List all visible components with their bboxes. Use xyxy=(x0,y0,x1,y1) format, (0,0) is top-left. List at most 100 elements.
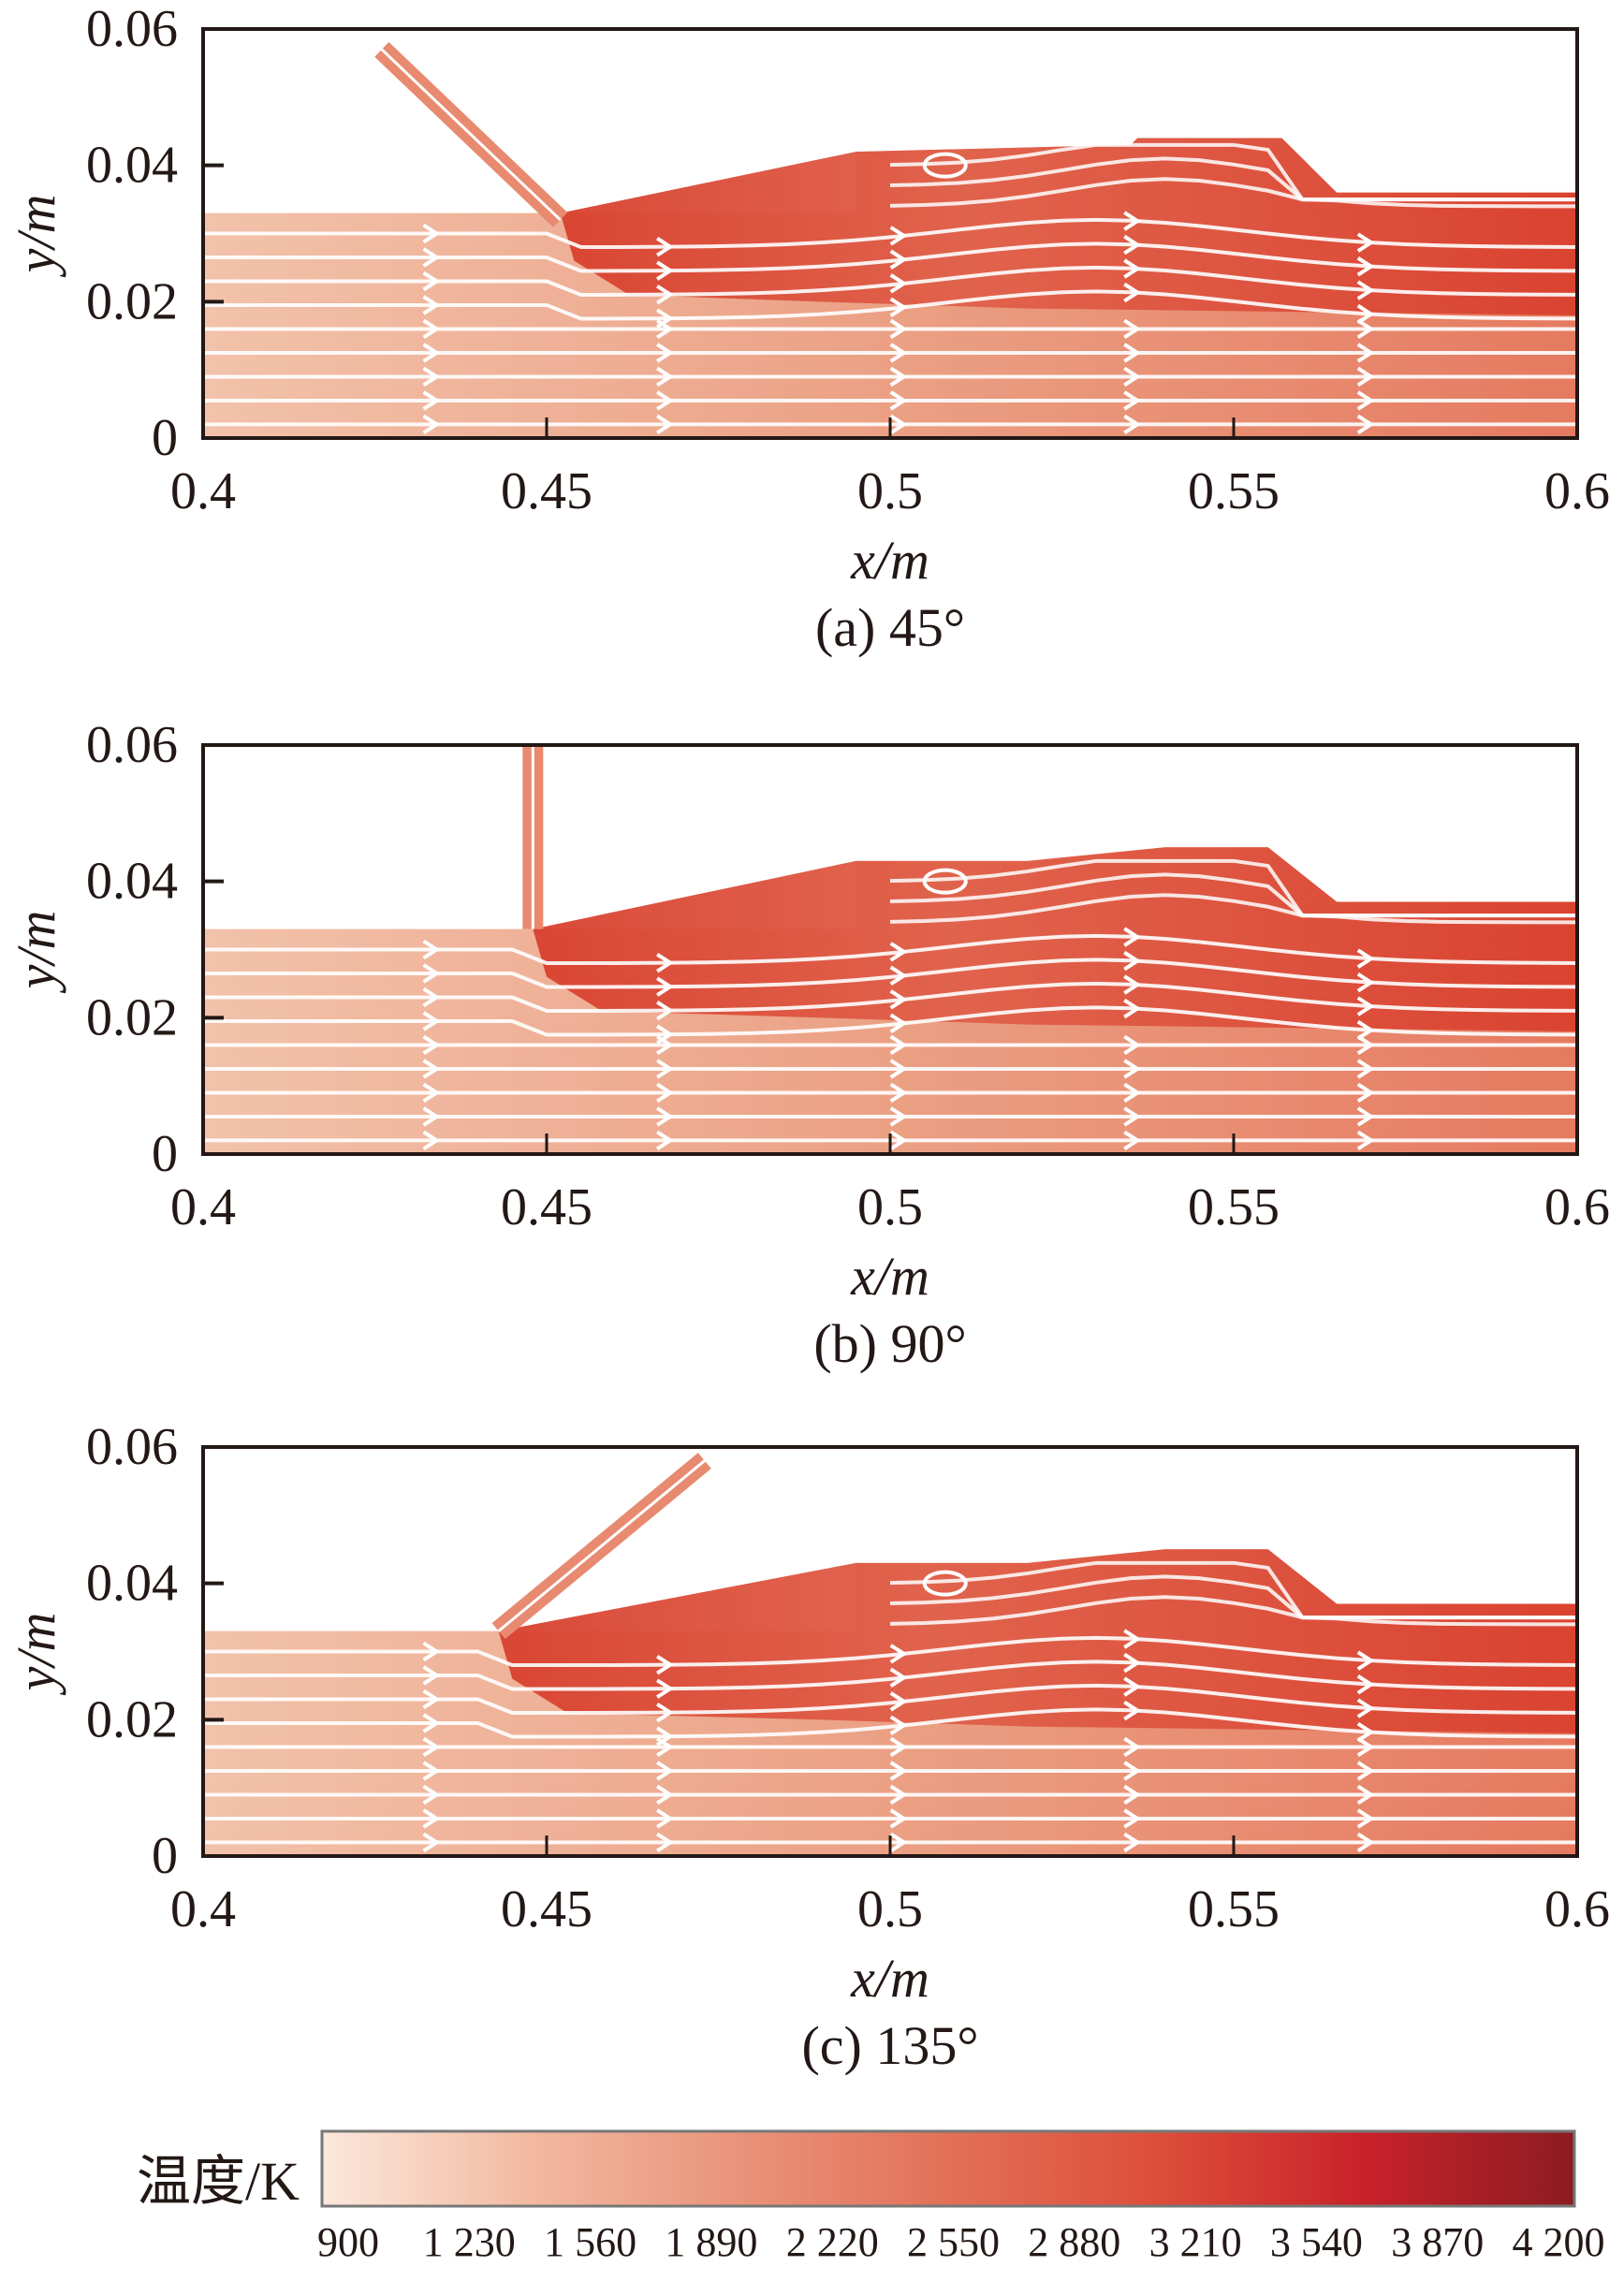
streamline-arrow xyxy=(889,1832,908,1853)
streamline-arrow xyxy=(1356,1674,1375,1695)
streamline-arrow xyxy=(889,1667,908,1689)
streamline-arrow xyxy=(422,1808,441,1829)
streamline-arrow xyxy=(889,1784,908,1806)
jet-streamline xyxy=(380,48,562,222)
streamline xyxy=(203,1635,1578,1668)
streamline-arrow xyxy=(422,939,441,960)
streamline-arrow xyxy=(422,343,441,363)
streamline-arrow xyxy=(1356,1019,1375,1041)
y-axis-label: y/m xyxy=(6,1613,66,1696)
streamline-arrow xyxy=(422,1689,441,1710)
y-tick-label: 0.02 xyxy=(86,1690,178,1748)
streamline-arrow xyxy=(889,414,908,435)
streamline-arrow xyxy=(1123,414,1141,435)
streamline-arrow xyxy=(1123,950,1141,972)
x-tick-label: 0.5 xyxy=(857,1880,923,1938)
streamline-arrow xyxy=(1356,996,1375,1016)
streamline-arrow xyxy=(1123,1832,1141,1853)
x-tick-label: 0.4 xyxy=(170,1178,236,1236)
y-tick-label: 0.06 xyxy=(86,1418,178,1476)
streamline-arrow xyxy=(422,318,441,340)
streamline-arrow xyxy=(889,343,908,363)
vortex xyxy=(922,152,968,179)
streamline-arrow xyxy=(656,1726,674,1747)
streamline-arrow xyxy=(422,963,441,984)
streamline-arrow xyxy=(1123,1034,1141,1056)
streamline-arrow xyxy=(422,247,441,268)
streamline-arrow xyxy=(889,318,908,340)
streamline-arrow xyxy=(422,1130,441,1151)
streamline-arrow xyxy=(656,284,674,305)
streamline-arrow xyxy=(656,1024,674,1045)
streamline xyxy=(203,1005,1578,1037)
streamline xyxy=(203,1683,1578,1716)
streamline-arrow xyxy=(422,1713,441,1733)
y-tick-label: 0.02 xyxy=(86,272,178,330)
streamline-arrow xyxy=(656,1130,674,1151)
streamline-arrow xyxy=(1356,1059,1375,1079)
streamline-arrow xyxy=(1356,1784,1375,1806)
streamline-arrow xyxy=(422,271,441,292)
colorbar-tick-label: 2 220 xyxy=(786,2219,879,2265)
x-axis-label: x/m xyxy=(850,530,929,591)
streamline-arrow xyxy=(1123,1130,1141,1151)
colorbar-label: 温度/K xyxy=(137,2151,300,2212)
x-axis-label: x/m xyxy=(850,1246,929,1307)
y-axis-label: y/m xyxy=(6,195,66,278)
streamline-arrow xyxy=(1123,1700,1141,1721)
streamline-arrow xyxy=(656,1059,674,1079)
streamline-arrow xyxy=(656,414,674,435)
x-tick-label: 0.55 xyxy=(1188,1178,1280,1236)
streamline-arrow xyxy=(1356,972,1375,993)
streamline-arrow xyxy=(889,273,908,294)
y-tick-label: 0.06 xyxy=(86,716,178,774)
x-tick-label: 0.45 xyxy=(501,1880,593,1938)
streamline-arrow xyxy=(1123,343,1141,363)
streamline xyxy=(203,1707,1578,1739)
y-tick-label: 0 xyxy=(152,1827,178,1885)
y-tick-label: 0.06 xyxy=(86,0,178,58)
streamline-arrow xyxy=(889,1761,908,1781)
streamline-arrow xyxy=(656,1702,674,1723)
streamline-arrow xyxy=(656,308,674,329)
streamline-arrow xyxy=(1356,1761,1375,1781)
streamline-arrow xyxy=(422,1761,441,1781)
colorbar-tick-label: 4 200 xyxy=(1513,2219,1605,2265)
panel-c: 0.4 0.45 0.5 0.55 0.6 0 0.02 0.04 0.06 x/m y/m (c) … xyxy=(6,1418,1610,2076)
streamline-arrow xyxy=(1356,1808,1375,1829)
streamline-arrow xyxy=(1123,1652,1141,1674)
colorbar-tick-label: 1 890 xyxy=(665,2219,757,2265)
streamline-arrow xyxy=(1356,1736,1375,1758)
streamline-arrow xyxy=(889,1130,908,1151)
streamline-arrow xyxy=(422,1034,441,1056)
streamline-arrow xyxy=(1123,366,1141,387)
colorbar-tick-label: 2 880 xyxy=(1028,2219,1120,2265)
streamline-arrow xyxy=(1123,282,1141,303)
streamline-arrow xyxy=(422,1011,441,1031)
streamline-arrow xyxy=(889,1644,908,1664)
streamline-arrow xyxy=(422,390,441,411)
streamline-arrow xyxy=(422,223,441,244)
y-tick-label: 0 xyxy=(152,1125,178,1183)
streamline-arrow xyxy=(889,1082,908,1104)
streamline-arrow xyxy=(1356,1082,1375,1104)
x-tick-label: 0.6 xyxy=(1544,1178,1610,1236)
panel-b: 0.4 0.45 0.5 0.55 0.6 0 0.02 0.04 0.06 x/m y/m (b) … xyxy=(6,716,1610,1374)
streamline-arrow xyxy=(1356,280,1375,300)
streamline-arrow xyxy=(656,1678,674,1699)
vortex xyxy=(922,1570,968,1597)
x-tick-label: 0.45 xyxy=(501,462,593,520)
streamline-arrow xyxy=(656,1082,674,1104)
jet-streamline xyxy=(497,1459,706,1632)
streamline xyxy=(889,893,1578,925)
streamline-arrow xyxy=(422,1665,441,1686)
streamline-arrow xyxy=(656,1832,674,1853)
streamline-arrow xyxy=(656,1106,674,1127)
streamline-arrow xyxy=(1123,390,1141,411)
streamline-arrow xyxy=(1123,974,1141,995)
colorbar-tick-label: 1 230 xyxy=(423,2219,516,2265)
vortex xyxy=(922,868,968,895)
streamline-arrow xyxy=(1123,258,1141,279)
streamline xyxy=(203,981,1578,1014)
streamline xyxy=(889,1560,1577,1620)
